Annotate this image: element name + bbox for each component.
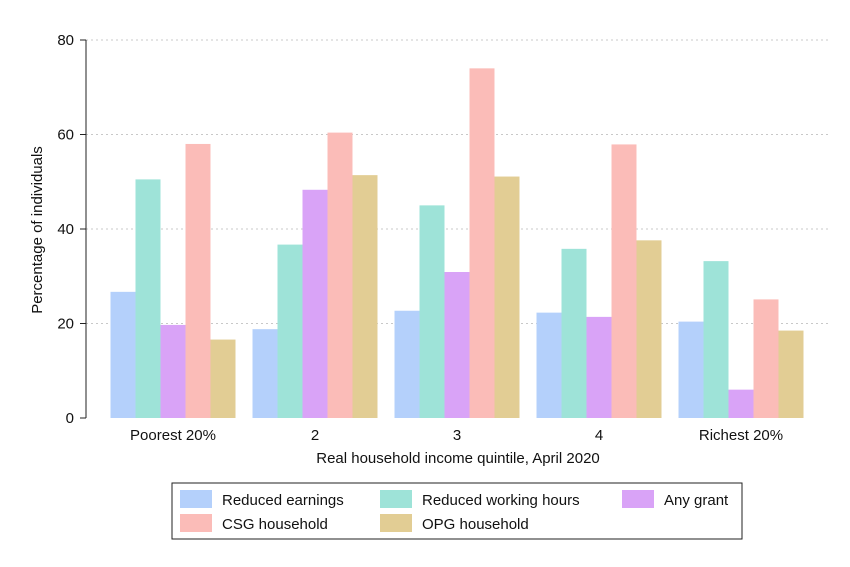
bar [110, 291, 136, 418]
legend: Reduced earnings Reduced working hours Any… [171, 482, 743, 540]
bar [419, 205, 445, 418]
y-tick-label: 40 [57, 221, 74, 238]
bar [678, 321, 704, 418]
bar [210, 339, 236, 418]
bar [469, 68, 495, 418]
x-axis-title: Real household income quintile, April 20… [316, 450, 600, 467]
bar [185, 143, 211, 418]
legend-label: Reduced working hours [422, 492, 580, 509]
bar [444, 271, 470, 418]
x-tick-label: 2 [311, 427, 319, 444]
bar [394, 310, 420, 418]
x-tick-label: Poorest 20% [130, 427, 216, 444]
x-tick-label: Richest 20% [699, 427, 783, 444]
y-tick-label: 20 [57, 316, 74, 333]
bar [302, 189, 328, 418]
bar [494, 176, 520, 418]
bar [536, 312, 562, 418]
bar [327, 132, 353, 419]
x-tick-label: 3 [453, 427, 461, 444]
bar [252, 329, 278, 418]
axes: 0 20 40 60 80 Poorest 20% 2 3 4 Richest 20% [57, 32, 783, 444]
bar [277, 244, 303, 418]
x-tick-label: 4 [595, 427, 603, 444]
bar [135, 179, 161, 418]
bar [586, 316, 612, 418]
bar [703, 261, 729, 418]
bar [778, 330, 804, 418]
bar [728, 389, 754, 418]
legend-label: CSG household [222, 516, 328, 533]
legend-label: Reduced earnings [222, 492, 344, 509]
y-tick-label: 0 [66, 410, 74, 427]
legend-swatch [380, 514, 412, 532]
bar [611, 144, 637, 419]
bar [753, 299, 779, 418]
y-tick-label: 60 [57, 127, 74, 144]
legend-swatch [622, 490, 654, 508]
legend-swatch [180, 514, 212, 532]
bar [561, 248, 587, 418]
legend-swatch [180, 490, 212, 508]
y-tick-label: 80 [57, 32, 74, 49]
y-axis-title: Percentage of individuals [29, 146, 46, 314]
bar [352, 175, 378, 418]
legend-label: Any grant [664, 492, 729, 509]
bar [636, 240, 662, 418]
bars [110, 68, 804, 419]
legend-label: OPG household [422, 516, 529, 533]
legend-swatch [380, 490, 412, 508]
bar [160, 324, 186, 418]
